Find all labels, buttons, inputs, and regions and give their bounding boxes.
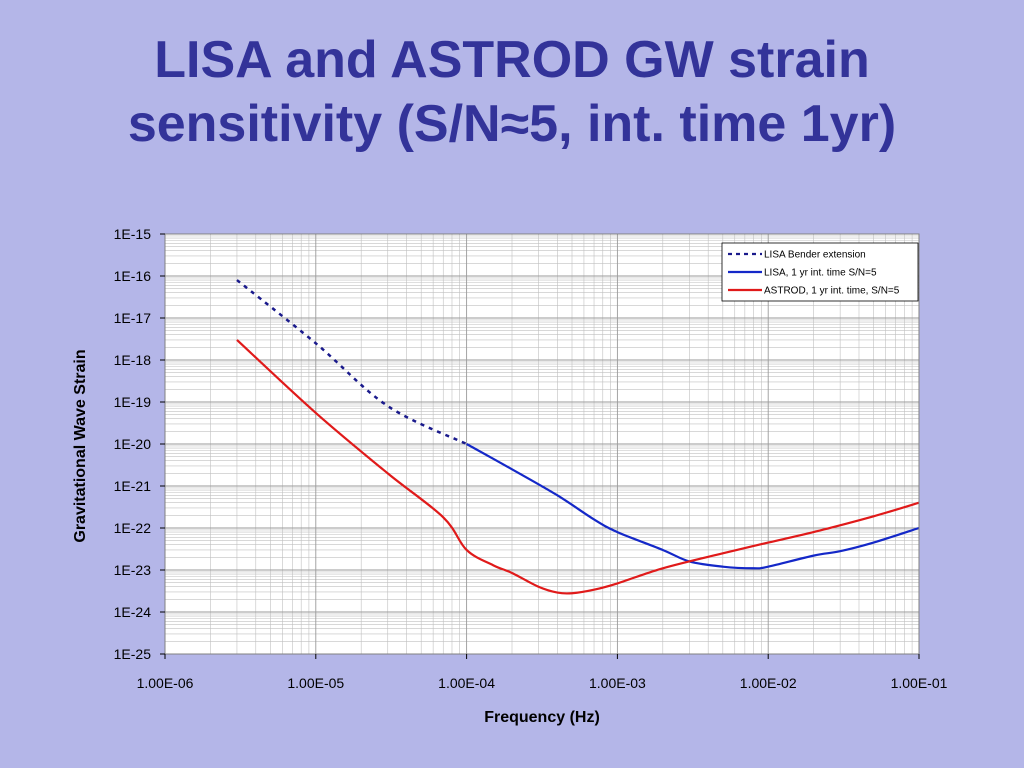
y-tick-label: 1E-15 bbox=[114, 226, 152, 242]
x-tick-label: 1.00E-06 bbox=[137, 675, 194, 691]
y-tick-label: 1E-23 bbox=[114, 562, 152, 578]
legend-label: ASTROD, 1 yr int. time, S/N=5 bbox=[764, 286, 900, 297]
series-line-1 bbox=[236, 279, 468, 446]
series-line-2 bbox=[466, 443, 920, 570]
x-tick-label: 1.00E-03 bbox=[589, 675, 646, 691]
y-tick-label: 1E-21 bbox=[114, 478, 152, 494]
y-tick-label: 1E-25 bbox=[114, 646, 152, 662]
y-tick-label: 1E-20 bbox=[114, 436, 152, 452]
legend-box bbox=[721, 242, 919, 302]
axis-ticks bbox=[160, 233, 920, 659]
y-tick-label: 1E-19 bbox=[114, 394, 152, 410]
x-tick-label: 1.00E-01 bbox=[891, 675, 948, 691]
x-tick-label: 1.00E-02 bbox=[740, 675, 797, 691]
y-tick-label: 1E-17 bbox=[114, 310, 152, 326]
legend-label: LISA, 1 yr int. time S/N=5 bbox=[764, 268, 877, 279]
legend-label: LISA Bender extension bbox=[764, 250, 866, 261]
y-tick-label: 1E-16 bbox=[114, 268, 152, 284]
y-tick-labels: 1E-15 1E-16 1E-17 1E-18 1E-19 1E-20 1E-21 1E-22… bbox=[114, 226, 152, 662]
y-axis-title: Gravitational Wave Strain bbox=[72, 349, 89, 542]
x-axis-title: Frequency (Hz) bbox=[484, 709, 600, 726]
y-tick-label: 1E-18 bbox=[114, 352, 152, 368]
x-tick-label: 1.00E-04 bbox=[438, 675, 495, 691]
series-line-3 bbox=[236, 339, 920, 595]
series-layer bbox=[236, 279, 920, 595]
slide-title: LISA and ASTROD GW strain sensitivity (S… bbox=[0, 28, 1024, 156]
x-tick-label: 1.00E-05 bbox=[287, 675, 344, 691]
slide-title-line-1: LISA and ASTROD GW strain bbox=[154, 31, 870, 89]
chart-legend: LISA Bender extension LISA, 1 yr int. tim… bbox=[721, 242, 919, 302]
y-tick-label: 1E-22 bbox=[114, 520, 152, 536]
x-tick-labels: 1.00E-06 1.00E-05 1.00E-04 1.00E-03 1.00E-02… bbox=[137, 675, 948, 691]
slide-title-line-2: sensitivity (S/N≈5, int. time 1yr) bbox=[127, 95, 897, 153]
y-tick-label: 1E-24 bbox=[114, 604, 152, 620]
